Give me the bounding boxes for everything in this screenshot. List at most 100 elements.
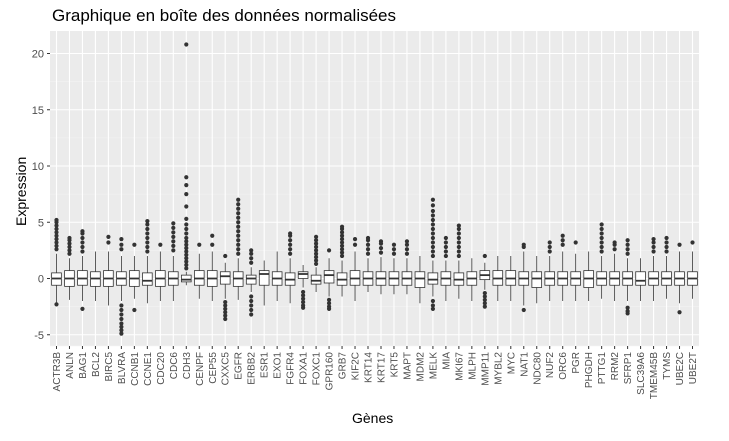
- outlier-point: [197, 242, 202, 247]
- outlier-point: [236, 220, 241, 225]
- outlier-point: [171, 230, 176, 235]
- x-tick-label: BIRC5: [104, 352, 115, 382]
- outlier-point: [339, 243, 345, 248]
- x-tick-label: CDC6: [169, 352, 180, 380]
- outlier-point: [80, 249, 85, 254]
- outlier-point: [599, 235, 604, 241]
- x-tick-label: ESR1: [260, 352, 271, 379]
- x-tick-label: BAG1: [78, 352, 89, 379]
- outlier-point: [313, 238, 319, 243]
- outlier-point: [119, 237, 124, 242]
- x-tick-label: ERBB2: [247, 352, 258, 385]
- outlier-point: [456, 235, 461, 241]
- x-tick-label: CCNE1: [143, 352, 154, 386]
- outlier-point: [119, 331, 124, 336]
- outlier-point: [184, 175, 189, 180]
- x-tick-label: PTTG1: [597, 352, 608, 385]
- x-tick-label: RRM2: [610, 352, 621, 381]
- outlier-point: [236, 229, 241, 234]
- x-tick-label: CDH3: [182, 352, 193, 380]
- outlier-point: [521, 242, 526, 247]
- outlier-point: [119, 316, 124, 322]
- outlier-point: [625, 305, 630, 310]
- outlier-point: [119, 324, 124, 329]
- outlier-point: [171, 221, 176, 226]
- outlier-point: [430, 306, 436, 311]
- outlier-point: [54, 230, 59, 235]
- outlier-point: [236, 211, 241, 216]
- outlier-point: [456, 223, 461, 228]
- x-tick-label: MMP11: [480, 352, 491, 386]
- outlier-point: [378, 239, 384, 244]
- y-tick-label: 5: [38, 217, 44, 229]
- outlier-point: [690, 240, 695, 245]
- outlier-point: [339, 253, 345, 259]
- y-tick-label: 10: [32, 161, 44, 173]
- outlier-point: [249, 303, 254, 308]
- outlier-point: [184, 256, 189, 261]
- outlier-point: [456, 249, 461, 254]
- outlier-point: [288, 247, 293, 252]
- outlier-point: [184, 222, 189, 227]
- x-tick-label: CDC20: [156, 352, 167, 385]
- outlier-point: [184, 216, 189, 221]
- outlier-point: [313, 241, 319, 246]
- outlier-point: [223, 306, 228, 311]
- outlier-point: [67, 241, 72, 246]
- outlier-point: [378, 246, 384, 251]
- outlier-point: [210, 233, 215, 238]
- outlier-point: [184, 192, 189, 197]
- outlier-point: [482, 291, 487, 296]
- outlier-point: [171, 239, 176, 244]
- outlier-point: [326, 306, 332, 311]
- outlier-point: [339, 247, 345, 252]
- outlier-point: [288, 231, 293, 236]
- outlier-point: [430, 226, 436, 232]
- outlier-point: [236, 242, 241, 247]
- outlier-point: [223, 316, 228, 322]
- outlier-point: [443, 244, 448, 250]
- outlier-point: [521, 307, 526, 313]
- box-iqr: [323, 270, 335, 284]
- x-tick-label: SLC39A6: [636, 352, 647, 395]
- outlier-point: [184, 235, 189, 241]
- outlier-point: [547, 240, 552, 245]
- outlier-point: [236, 224, 241, 229]
- outlier-point: [651, 240, 656, 245]
- outlier-point: [430, 213, 436, 218]
- x-tick-label: EGFR: [234, 352, 245, 380]
- x-tick-label: UBE2T: [688, 352, 699, 384]
- outlier-point: [352, 237, 358, 242]
- box-iqr: [414, 271, 426, 288]
- outlier-point: [106, 234, 111, 239]
- outlier-point: [443, 235, 448, 241]
- outlier-point: [391, 247, 397, 252]
- outlier-point: [456, 240, 461, 245]
- x-tick-label: GRB7: [338, 352, 349, 380]
- outlier-point: [54, 223, 59, 228]
- outlier-point: [443, 240, 448, 245]
- outlier-point: [67, 235, 72, 241]
- outlier-point: [236, 206, 241, 211]
- outlier-point: [482, 294, 487, 299]
- outlier-point: [67, 251, 72, 256]
- outlier-point: [365, 251, 371, 256]
- x-tick-label: CXXC5: [221, 352, 232, 386]
- outlier-point: [430, 203, 436, 208]
- x-tick-label: CEP55: [208, 352, 219, 384]
- box-iqr: [310, 274, 322, 285]
- outlier-point: [482, 304, 487, 309]
- y-tick-label: 0: [38, 274, 44, 286]
- x-tick-label: FOXC1: [312, 352, 323, 386]
- outlier-point: [80, 235, 85, 241]
- x-tick-label: ANLN: [65, 352, 76, 379]
- x-tick-label: ORC6: [558, 352, 569, 380]
- outlier-point: [326, 248, 332, 253]
- outlier-point: [339, 233, 345, 238]
- x-tick-label: MKI67: [454, 352, 465, 381]
- outlier-point: [378, 250, 384, 255]
- outlier-point: [391, 251, 397, 256]
- box-iqr: [219, 271, 231, 285]
- outlier-point: [313, 244, 319, 250]
- outlier-point: [365, 242, 371, 247]
